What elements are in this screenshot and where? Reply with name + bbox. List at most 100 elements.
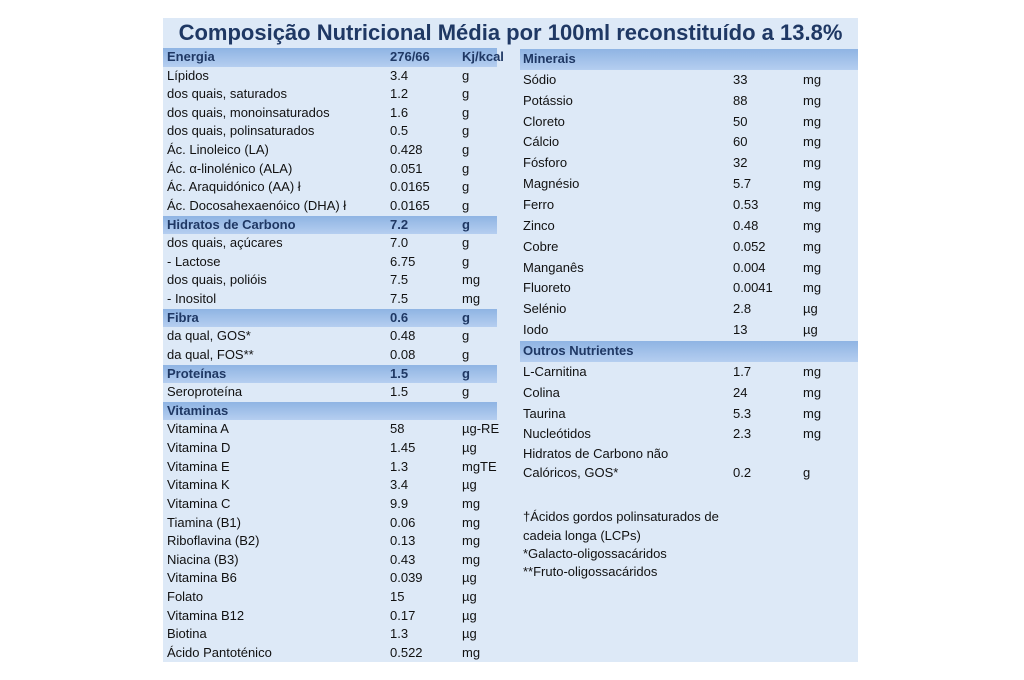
row-unit: g bbox=[462, 67, 470, 83]
row-label: Manganês bbox=[523, 259, 584, 275]
table-row: Manganês 0.004 mg bbox=[520, 258, 858, 277]
row-unit: mg bbox=[803, 426, 822, 442]
row-unit: mg bbox=[803, 92, 822, 108]
row-label: da qual, GOS* bbox=[167, 328, 251, 344]
row-value: 1.2 bbox=[390, 86, 409, 102]
table-row: Biotina 1.3 µg bbox=[163, 625, 497, 644]
row-label: Hidratos de Carbono não bbox=[523, 446, 669, 462]
row-value: 6.75 bbox=[390, 253, 416, 269]
row-label: Riboflavina (B2) bbox=[167, 533, 260, 549]
row-unit: g bbox=[462, 235, 470, 251]
row-unit: g bbox=[462, 86, 470, 102]
section-header: Energia 276/66 Kj/kcal bbox=[163, 48, 504, 67]
row-unit: g bbox=[462, 253, 470, 269]
row-value: 276/66 bbox=[390, 49, 430, 64]
row-label: Ác. Docosahexaenóico (DHA) ł bbox=[167, 197, 347, 213]
table-row: Vitamina A 58 µg-RE bbox=[163, 420, 500, 439]
row-value: 0.48 bbox=[390, 328, 416, 344]
row-value: 0.43 bbox=[390, 551, 416, 567]
row-unit: µg bbox=[462, 440, 477, 456]
table-row: Cálcio 60 mg bbox=[520, 132, 858, 151]
row-label: Niacina (B3) bbox=[167, 551, 239, 567]
row-label: Fósforo bbox=[523, 155, 568, 171]
row-label: Folato bbox=[167, 588, 204, 604]
row-label: Vitamina C bbox=[167, 495, 231, 511]
footnote: **Fruto-oligossacáridos bbox=[523, 563, 658, 579]
row-unit: µg-RE bbox=[462, 421, 500, 437]
row-unit: µg bbox=[803, 322, 818, 338]
table-row: Lípidos 3.4 g bbox=[163, 67, 497, 86]
table-row: Zinco 0.48 mg bbox=[520, 216, 858, 235]
row-value: 24 bbox=[733, 384, 748, 400]
row-label: Vitamina K bbox=[167, 477, 230, 493]
row-unit: mgTE bbox=[462, 458, 497, 474]
row-label: Sódio bbox=[523, 71, 557, 87]
row-label: dos quais, polióis bbox=[167, 272, 267, 288]
table-row: Colina 24 mg bbox=[520, 383, 858, 402]
row-value: 0.428 bbox=[390, 142, 423, 158]
table-row: Magnésio 5.7 mg bbox=[520, 174, 858, 193]
row-unit: mg bbox=[803, 197, 822, 213]
table-row: Tiamina (B1) 0.06 mg bbox=[163, 514, 497, 533]
section-header: Outros Nutrientes bbox=[520, 341, 858, 362]
row-value: 1.7 bbox=[733, 363, 752, 379]
row-label: Vitamina A bbox=[167, 421, 229, 437]
row-label: Outros Nutrientes bbox=[523, 343, 634, 359]
row-label: Minerais bbox=[523, 51, 576, 66]
table-row: Iodo 13 µg bbox=[520, 320, 858, 339]
row-unit: mg bbox=[462, 495, 481, 511]
table-row: Cloreto 50 mg bbox=[520, 112, 858, 131]
row-label: Vitamina E bbox=[167, 458, 230, 474]
row-value: 0.0165 bbox=[390, 179, 430, 195]
row-unit: mg bbox=[462, 514, 481, 530]
row-value: 0.051 bbox=[390, 160, 423, 176]
section-header: Fibra 0.6 g bbox=[163, 308, 497, 328]
table-row: Vitamina C 9.9 mg bbox=[163, 495, 497, 514]
row-unit: mg bbox=[803, 113, 822, 129]
row-label: Vitamina B6 bbox=[167, 570, 237, 586]
row-value: 3.4 bbox=[390, 477, 409, 493]
table-row: Vitamina D 1.45 µg bbox=[163, 439, 497, 458]
row-value: 58 bbox=[390, 421, 405, 437]
table-row: Vitamina K 3.4 µg bbox=[163, 476, 497, 495]
row-label: Ác. Linoleico (LA) bbox=[167, 142, 269, 158]
row-label: Cloreto bbox=[523, 113, 565, 129]
row-unit: mg bbox=[803, 238, 822, 254]
row-value: 0.6 bbox=[390, 309, 409, 325]
row-unit: mg bbox=[803, 259, 822, 275]
table-row: dos quais, monoinsaturados 1.6 g bbox=[163, 104, 497, 123]
row-value: 2.8 bbox=[733, 301, 752, 317]
table-row: Vitamina B6 0.039 µg bbox=[163, 569, 497, 588]
table-row: dos quais, polióis 7.5 mg bbox=[163, 271, 497, 290]
row-value: 1.3 bbox=[390, 458, 409, 474]
row-label: Vitamina D bbox=[167, 440, 231, 456]
section-header: Minerais bbox=[520, 49, 858, 70]
table-row: Nucleótidos 2.3 mg bbox=[520, 424, 858, 443]
row-unit: µg bbox=[462, 607, 477, 623]
row-value: 15 bbox=[390, 588, 405, 604]
row-label: Fluoreto bbox=[523, 280, 571, 296]
row-label: - Inositol bbox=[167, 291, 217, 307]
row-label: dos quais, saturados bbox=[167, 86, 287, 102]
row-value: 0.48 bbox=[733, 217, 759, 233]
row-label: - Lactose bbox=[167, 253, 221, 269]
row-unit: g bbox=[462, 104, 470, 120]
row-label: Energia bbox=[167, 49, 215, 64]
row-value: 0.17 bbox=[390, 607, 416, 623]
row-value: 1.6 bbox=[390, 104, 409, 120]
row-value: 13 bbox=[733, 322, 748, 338]
row-label: Ácido Pantoténico bbox=[167, 644, 272, 660]
table-row: Riboflavina (B2) 0.13 mg bbox=[163, 532, 497, 551]
table-row: - Lactose 6.75 g bbox=[163, 253, 497, 272]
table-row: Seroproteína 1.5 g bbox=[163, 383, 497, 402]
row-value: 33 bbox=[733, 71, 748, 87]
row-label: Ác. α-linolénico (ALA) bbox=[167, 160, 293, 176]
row-label: Vitaminas bbox=[167, 402, 229, 418]
footnote: *Galacto-oligossacáridos bbox=[523, 545, 667, 561]
row-label: L-Carnitina bbox=[523, 363, 587, 379]
table-row: Potássio 88 mg bbox=[520, 91, 858, 110]
row-unit: g bbox=[462, 160, 470, 176]
row-label: Taurina bbox=[523, 405, 566, 421]
table-row: Taurina 5.3 mg bbox=[520, 404, 858, 423]
